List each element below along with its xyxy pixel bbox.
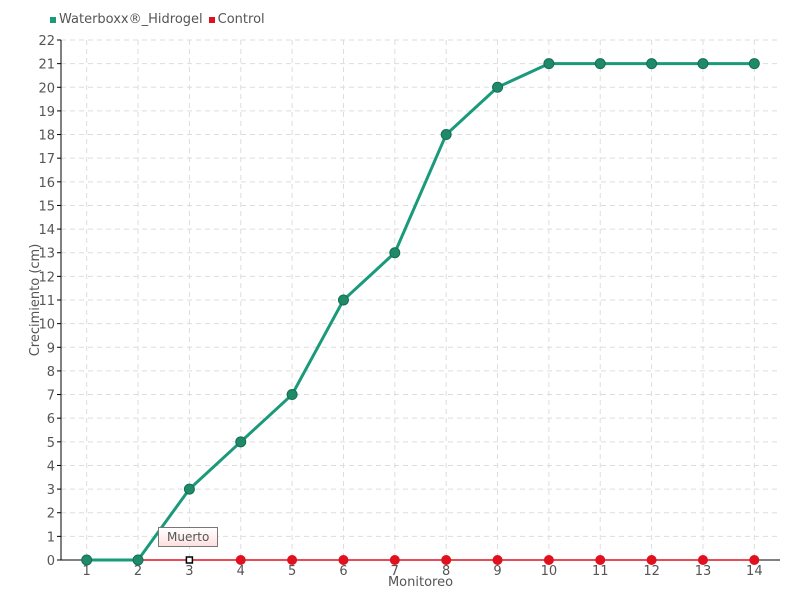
data-point: [389, 247, 401, 259]
y-tick-label: 17: [38, 152, 55, 167]
data-point: [185, 556, 194, 564]
data-point: [492, 81, 504, 93]
data-point: [697, 58, 709, 70]
data-point: [749, 555, 760, 565]
y-tick-label: 9: [47, 341, 55, 356]
data-point: [337, 294, 349, 306]
x-tick-label: 14: [746, 564, 763, 579]
y-tick-label: 22: [38, 34, 55, 49]
data-point: [595, 555, 606, 565]
y-tick-label: 0: [47, 554, 55, 569]
data-point: [646, 58, 658, 70]
data-point: [646, 555, 657, 565]
legend: Waterboxx®_Hidrogel Control: [50, 12, 265, 27]
x-tick-label: 10: [541, 564, 558, 579]
data-point: [697, 555, 708, 565]
x-tick-label: 9: [493, 564, 501, 579]
data-point: [81, 554, 93, 566]
y-axis-label: Crecimiento (cm): [28, 244, 43, 357]
tooltip: Muerto: [158, 527, 219, 547]
x-tick-label: 7: [391, 564, 399, 579]
y-tick-label: 19: [38, 105, 55, 120]
x-tick-label: 11: [592, 564, 609, 579]
y-tick-label: 20: [38, 81, 55, 96]
data-point: [440, 129, 452, 141]
data-point: [543, 58, 555, 70]
data-point: [543, 555, 554, 565]
data-point: [441, 555, 452, 565]
data-point: [287, 555, 298, 565]
y-tick-label: 18: [38, 129, 55, 144]
legend-item-waterboxx[interactable]: Waterboxx®_Hidrogel: [50, 12, 203, 27]
x-tick-label: 8: [442, 564, 450, 579]
legend-swatch: [208, 16, 215, 23]
y-tick-label: 21: [38, 58, 55, 73]
y-tick-label: 16: [38, 176, 55, 191]
x-tick-label: 4: [237, 564, 245, 579]
x-tick-label: 2: [134, 564, 142, 579]
legend-item-control[interactable]: Control: [208, 12, 265, 27]
y-tick-label: 13: [38, 247, 55, 262]
data-point: [286, 389, 298, 401]
y-tick-label: 6: [47, 412, 55, 427]
y-tick-label: 11: [38, 294, 55, 309]
x-axis-label: Monitoreo: [388, 575, 453, 590]
data-point: [235, 436, 247, 448]
x-tick-label: 6: [339, 564, 347, 579]
legend-label: Control: [217, 12, 265, 27]
data-point: [748, 58, 760, 70]
y-tick-label: 7: [47, 389, 55, 404]
data-point: [132, 554, 144, 566]
x-tick-label: 1: [83, 564, 91, 579]
y-tick-label: 14: [38, 223, 55, 238]
y-tick-label: 4: [47, 459, 55, 474]
x-tick-label: 5: [288, 564, 296, 579]
x-tick-label: 13: [695, 564, 712, 579]
data-point: [594, 58, 606, 70]
y-tick-label: 2: [47, 507, 55, 522]
y-tick-label: 8: [47, 365, 55, 380]
legend-swatch: [50, 16, 56, 23]
series-line: [86, 62, 755, 562]
y-tick-label: 5: [47, 436, 55, 451]
y-tick-label: 12: [38, 270, 55, 285]
data-point: [389, 555, 400, 565]
legend-label: Waterboxx®_Hidrogel: [59, 12, 203, 27]
data-point: [183, 483, 195, 495]
y-tick-label: 15: [38, 199, 55, 214]
x-tick-label: 12: [643, 564, 660, 579]
y-tick-label: 1: [47, 530, 55, 545]
data-point: [492, 555, 503, 565]
y-tick-label: 3: [47, 483, 55, 498]
data-point: [338, 555, 349, 565]
x-tick-label: 3: [185, 564, 193, 579]
y-tick-label: 10: [38, 318, 55, 333]
data-point: [235, 555, 246, 565]
